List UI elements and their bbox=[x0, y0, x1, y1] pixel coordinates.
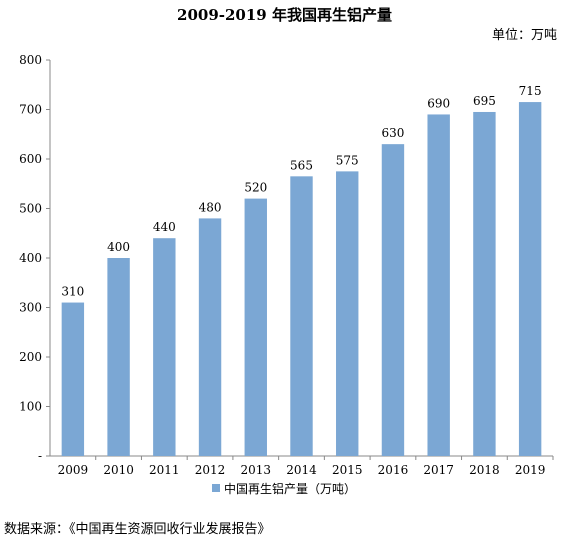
x-tick-label: 2011 bbox=[149, 463, 180, 477]
bar bbox=[290, 176, 313, 456]
source-note: 数据来源：《中国再生资源回收行业发展报告》 bbox=[4, 522, 271, 537]
bars bbox=[61, 102, 542, 456]
x-tick-label: 2013 bbox=[240, 463, 271, 477]
x-tick-label: 2018 bbox=[469, 463, 500, 477]
y-tick-label: 500 bbox=[19, 202, 42, 216]
axes: - 100 200 300 400 500 600 700 800 2009 2010 2011 201… bbox=[19, 53, 554, 477]
bar bbox=[336, 171, 359, 456]
data-label: 310 bbox=[61, 285, 84, 299]
legend: 中国再生铝产量（万吨） bbox=[212, 481, 356, 496]
data-label: 400 bbox=[107, 240, 130, 254]
legend-label: 中国再生铝产量（万吨） bbox=[224, 481, 356, 496]
bar bbox=[518, 102, 542, 456]
y-tick-label: 600 bbox=[19, 152, 42, 166]
bar bbox=[427, 114, 450, 456]
x-tick-label: 2015 bbox=[332, 463, 363, 477]
x-tick-label: 2014 bbox=[286, 463, 317, 477]
x-tick-label: 2009 bbox=[58, 463, 89, 477]
y-tick-label: 100 bbox=[19, 400, 42, 414]
data-label: 440 bbox=[153, 220, 176, 234]
y-tick-label: 700 bbox=[19, 103, 42, 117]
x-tick-label: 2010 bbox=[103, 463, 134, 477]
y-tick-label: - bbox=[38, 449, 42, 463]
data-label: 520 bbox=[244, 181, 267, 195]
data-label: 630 bbox=[382, 126, 405, 140]
bar bbox=[61, 302, 85, 456]
data-labels: 310 400 440 480 520 565 575 630 690 695 715 bbox=[61, 84, 541, 298]
y-tick-label: 300 bbox=[19, 301, 42, 315]
legend-swatch bbox=[212, 484, 220, 492]
bar bbox=[153, 238, 176, 456]
x-tick-label: 2012 bbox=[195, 463, 226, 477]
data-label: 575 bbox=[336, 153, 359, 167]
y-tick-label: 400 bbox=[19, 251, 42, 265]
y-tick-label: 800 bbox=[19, 53, 42, 67]
data-label: 690 bbox=[427, 96, 450, 110]
x-tick-label: 2019 bbox=[515, 463, 546, 477]
y-tick-label: 200 bbox=[19, 350, 42, 364]
chart-title: 2009-2019 年我国再生铝产量 bbox=[177, 6, 392, 24]
bar bbox=[198, 218, 222, 456]
bar bbox=[244, 198, 267, 456]
data-label: 715 bbox=[519, 84, 542, 98]
bar bbox=[107, 258, 130, 456]
data-label: 565 bbox=[290, 158, 313, 172]
data-label: 480 bbox=[199, 200, 222, 214]
bar bbox=[473, 111, 496, 456]
bar bbox=[381, 144, 405, 456]
x-tick-label: 2016 bbox=[378, 463, 409, 477]
x-tick-label: 2017 bbox=[423, 463, 454, 477]
data-label: 695 bbox=[473, 94, 496, 108]
unit-label: 单位：万吨 bbox=[491, 28, 557, 43]
bar-chart: - 100 200 300 400 500 600 700 800 2009 2010 2011 201… bbox=[19, 53, 554, 496]
